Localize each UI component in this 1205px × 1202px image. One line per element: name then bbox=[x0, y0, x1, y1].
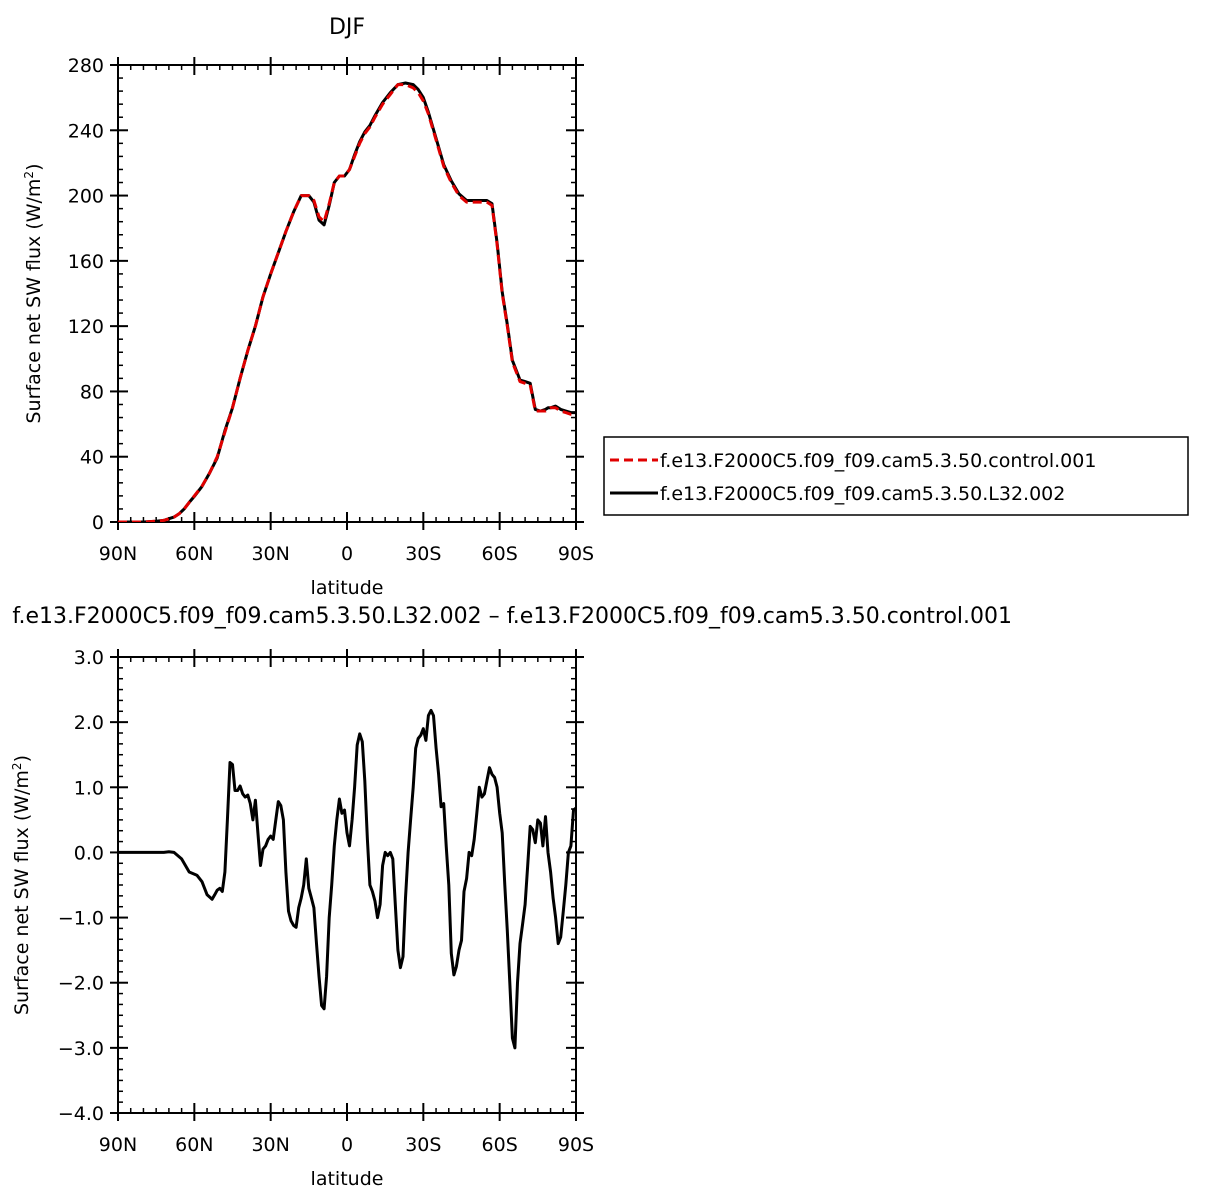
chart-panel-2: 90N 60N 30N 0 30S 60S 90S −4.0 −3.0 −2.0 −1.0 0.0 1.… bbox=[10, 604, 1012, 1190]
y-tick-label: 3.0 bbox=[74, 647, 104, 669]
y-axis-label: Surface net SW flux (W/m2) bbox=[10, 755, 33, 1015]
x-tick-label: 30S bbox=[405, 543, 441, 565]
y-tick-label: 1.0 bbox=[74, 777, 104, 799]
legend: f.e13.F2000C5.f09_f09.cam5.3.50.control.… bbox=[603, 436, 1189, 516]
y-tick-label: 160 bbox=[68, 251, 104, 273]
series-line-2 bbox=[118, 81, 576, 522]
series-line-1 bbox=[118, 83, 576, 522]
plot-frame bbox=[117, 64, 577, 523]
legend-entry-1: f.e13.F2000C5.f09_f09.cam5.3.50.control.… bbox=[660, 450, 1096, 472]
y-tick-label: −4.0 bbox=[58, 1103, 104, 1125]
x-tick-label: 90N bbox=[99, 1134, 137, 1156]
y-tick-label: 80 bbox=[80, 381, 104, 403]
x-tick-label: 30S bbox=[405, 1134, 441, 1156]
chart-panel-1: 90N 60N 30N 0 30S 60S 90S 0 40 80 120 160 200 240 280 l… bbox=[22, 15, 1189, 599]
y-tick-label: −3.0 bbox=[58, 1038, 104, 1060]
x-tick-label: 0 bbox=[341, 1134, 353, 1156]
y-tick-label: −1.0 bbox=[58, 908, 104, 930]
x-axis-label: latitude bbox=[311, 577, 384, 599]
y-tick-label: 240 bbox=[68, 120, 104, 142]
x-tick-label: 60N bbox=[175, 543, 213, 565]
x-tick-label: 90S bbox=[558, 543, 594, 565]
plot-frame bbox=[117, 656, 577, 1114]
x-axis-label: latitude bbox=[311, 1168, 384, 1190]
chart-title: DJF bbox=[329, 15, 365, 40]
y-tick-label: 0.0 bbox=[74, 842, 104, 864]
x-tick-label: 30N bbox=[251, 1134, 289, 1156]
legend-box bbox=[603, 436, 1189, 516]
x-tick-label: 60N bbox=[175, 1134, 213, 1156]
x-tick-label: 60S bbox=[482, 543, 518, 565]
x-tick-label: 30N bbox=[251, 543, 289, 565]
legend-entry-2: f.e13.F2000C5.f09_f09.cam5.3.50.L32.002 bbox=[660, 483, 1065, 505]
y-tick-label: 2.0 bbox=[74, 712, 104, 734]
y-tick-label: −2.0 bbox=[58, 973, 104, 995]
y-tick-label: 200 bbox=[68, 186, 104, 208]
series-line-1 bbox=[118, 708, 576, 1050]
x-tick-label: 90S bbox=[558, 1134, 594, 1156]
chart-title: f.e13.F2000C5.f09_f09.cam5.3.50.L32.002 … bbox=[12, 604, 1012, 629]
y-axis-label: Surface net SW flux (W/m2) bbox=[22, 164, 45, 424]
y-tick-label: 280 bbox=[68, 55, 104, 77]
x-tick-label: 0 bbox=[341, 543, 353, 565]
y-tick-label: 120 bbox=[68, 316, 104, 338]
x-tick-label: 90N bbox=[99, 543, 137, 565]
x-tick-label: 60S bbox=[482, 1134, 518, 1156]
y-tick-label: 40 bbox=[80, 447, 104, 469]
y-tick-label: 0 bbox=[92, 512, 104, 534]
